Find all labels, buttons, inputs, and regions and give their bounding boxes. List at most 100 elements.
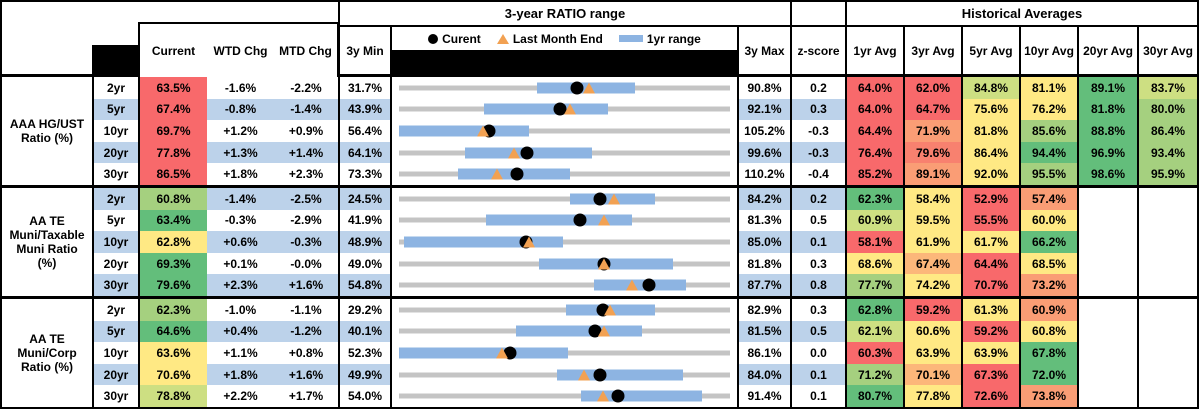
- 3y-max-cell: 110.2%: [739, 163, 792, 185]
- current-dot-marker: [642, 278, 655, 292]
- table-row: 20yr 69.3% +0.1% -0.0% 49.0% 81.8% 0.3 68.6% 67.…: [94, 252, 1197, 275]
- 3y-max-cell: 85.0%: [739, 231, 792, 253]
- avg-cell: 64.0%: [847, 77, 905, 99]
- avg-cell: 67.4%: [905, 252, 963, 275]
- last-month-triangle-marker: [578, 369, 591, 381]
- avg-cell: 86.4%: [1139, 120, 1197, 142]
- range-chart: [392, 77, 739, 99]
- avg-cell: 94.4%: [1021, 141, 1079, 164]
- current-dot-marker: [593, 368, 607, 382]
- current-cell: 63.6%: [140, 342, 207, 364]
- avg-cell: 68.6%: [847, 252, 905, 275]
- current-cell: 78.8%: [140, 385, 207, 407]
- avg-cell: 61.9%: [905, 231, 963, 253]
- legend-last-month: Last Month End: [496, 32, 603, 46]
- avg-cell: 64.7%: [905, 98, 963, 121]
- last-month-triangle-marker: [603, 304, 616, 316]
- 3y-min-cell: 54.0%: [340, 385, 392, 407]
- avg-cell: 81.8%: [1079, 98, 1139, 121]
- current-dot-marker: [573, 213, 587, 227]
- z-score-cell: 0.3: [792, 252, 847, 275]
- legend-range-label: 1yr range: [646, 31, 701, 46]
- avg-cell: [1079, 274, 1139, 296]
- avg-cell: 80.7%: [847, 385, 905, 407]
- mtd-chg-cell: -2.5%: [274, 188, 340, 210]
- last-month-triangle-marker: [477, 125, 490, 137]
- last-month-triangle-marker: [583, 82, 596, 94]
- tenor-cell: 2yr: [94, 299, 140, 321]
- avg-cell: 76.4%: [847, 141, 905, 164]
- last-month-triangle-marker: [597, 390, 610, 402]
- 1yr-range-bar: [515, 325, 643, 337]
- range-chart-area: [399, 188, 730, 210]
- wtd-chg-cell: -0.8%: [207, 98, 274, 121]
- avg-cell: 60.0%: [1021, 209, 1079, 232]
- 3y-min-cell: 64.1%: [340, 141, 392, 164]
- group-label: AAA HG/UST Ratio (%): [2, 77, 94, 185]
- avg-cell: 88.8%: [1079, 120, 1139, 142]
- avg-cell: 61.3%: [963, 299, 1021, 321]
- tenor-cell: 10yr: [94, 231, 140, 253]
- avg-cell: [1139, 274, 1197, 296]
- 3y-max-cell: 87.7%: [739, 274, 792, 296]
- mtd-chg-cell: -2.9%: [274, 209, 340, 232]
- 1yr-range-bar: [581, 390, 702, 402]
- mtd-chg-cell: +1.4%: [274, 141, 340, 164]
- avg-cell: 63.9%: [905, 342, 963, 364]
- avg-cell: 95.9%: [1139, 163, 1197, 185]
- mtd-chg-cell: +2.3%: [274, 163, 340, 185]
- range-chart-area: [399, 142, 730, 164]
- 3y-range-track: [399, 393, 730, 399]
- avg-cell: 79.6%: [905, 141, 963, 164]
- current-dot-marker: [611, 389, 625, 403]
- range-chart: [392, 363, 739, 386]
- avg-cell: 68.5%: [1021, 252, 1079, 275]
- chart-legend: Curent Last Month End 1yr range: [392, 27, 737, 50]
- avg-cell: 66.2%: [1021, 231, 1079, 253]
- 1yr-range-bar: [484, 103, 609, 115]
- z-score-cell: 0.1: [792, 231, 847, 253]
- avg-cell: [1139, 252, 1197, 275]
- avg-cell: 72.6%: [963, 385, 1021, 407]
- tenor-cell: 20yr: [94, 363, 140, 386]
- z-score-cell: 0.2: [792, 188, 847, 210]
- avg-cell: 62.1%: [847, 320, 905, 343]
- avg-cell: [1139, 188, 1197, 210]
- range-chart-area: [399, 210, 730, 232]
- tenor-cell: 5yr: [94, 209, 140, 232]
- avg-cell: [1139, 299, 1197, 321]
- 3y-max-cell: 99.6%: [739, 141, 792, 164]
- 3y-range-track: [399, 307, 730, 313]
- avg-cell: 71.2%: [847, 363, 905, 386]
- avg-cell: 58.1%: [847, 231, 905, 253]
- avg-cell: 57.4%: [1021, 188, 1079, 210]
- ratio-group: AA TE Muni/Taxable Muni Ratio (%) 2yr 60.8% -1…: [2, 185, 1197, 296]
- tenor-cell: 30yr: [94, 163, 140, 185]
- range-chart-area: [399, 120, 730, 142]
- range-chart-area: [399, 231, 730, 253]
- current-cell: 62.3%: [140, 299, 207, 321]
- avg-cell: 92.0%: [963, 163, 1021, 185]
- col-header-current: Current: [151, 43, 196, 58]
- table-row: 5yr 63.4% -0.3% -2.9% 41.9% 81.3% 0.5 60.9% 59.5…: [94, 209, 1197, 232]
- table-row: 30yr 79.6% +2.3% +1.6% 54.8% 87.7% 0.8 77.7% 74.…: [94, 274, 1197, 296]
- legend-1yr-range: 1yr range: [618, 31, 701, 46]
- wtd-chg-cell: -1.4%: [207, 188, 274, 210]
- mtd-chg-cell: +0.9%: [274, 120, 340, 142]
- col-header-1yr-avg: 1yr Avg: [845, 27, 903, 74]
- avg-cell: 64.0%: [847, 98, 905, 121]
- avg-cell: 63.9%: [963, 342, 1021, 364]
- 1yr-range-bar: [486, 214, 632, 226]
- current-cell: 86.5%: [140, 163, 207, 185]
- avg-cell: 85.6%: [1021, 120, 1079, 142]
- avg-cell: 55.5%: [963, 209, 1021, 232]
- avg-cell: 95.5%: [1021, 163, 1079, 185]
- range-chart-area: [399, 163, 730, 185]
- z-score-cell: 0.0: [792, 342, 847, 364]
- mtd-chg-cell: +1.6%: [274, 363, 340, 386]
- z-score-cell: 0.8: [792, 274, 847, 296]
- range-chart: [392, 163, 739, 185]
- col-header-3yr-avg: 3yr Avg: [903, 27, 961, 74]
- current-dot-marker: [593, 192, 607, 206]
